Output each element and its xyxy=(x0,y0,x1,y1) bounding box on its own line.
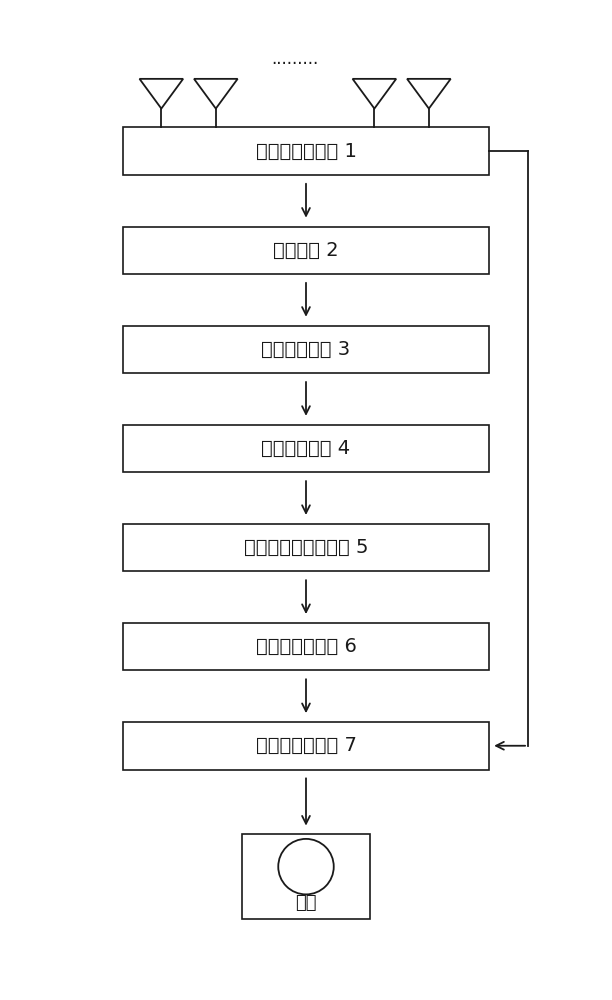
FancyBboxPatch shape xyxy=(122,227,490,274)
Text: .........: ......... xyxy=(272,50,319,68)
Text: 重构扩张矩阵 4: 重构扩张矩阵 4 xyxy=(261,439,351,458)
Text: 输出: 输出 xyxy=(295,894,317,912)
Polygon shape xyxy=(140,79,183,109)
Text: 自适应波束形成 7: 自适应波束形成 7 xyxy=(256,736,356,755)
Polygon shape xyxy=(194,79,237,109)
Text: 数据抽取 2: 数据抽取 2 xyxy=(273,241,339,260)
FancyBboxPatch shape xyxy=(122,326,490,373)
Text: 自适应权値计算 6: 自适应权値计算 6 xyxy=(256,637,356,656)
FancyBboxPatch shape xyxy=(242,834,370,919)
FancyBboxPatch shape xyxy=(122,623,490,670)
Polygon shape xyxy=(407,79,450,109)
FancyBboxPatch shape xyxy=(122,425,490,472)
FancyBboxPatch shape xyxy=(122,524,490,571)
Text: 阵列数字接收机 1: 阵列数字接收机 1 xyxy=(256,142,356,161)
Polygon shape xyxy=(353,79,396,109)
Text: 重构数据协方差矩阵 5: 重构数据协方差矩阵 5 xyxy=(244,538,368,557)
FancyBboxPatch shape xyxy=(122,127,490,175)
FancyBboxPatch shape xyxy=(122,722,490,770)
Text: 波达方向估计 3: 波达方向估计 3 xyxy=(261,340,351,359)
Circle shape xyxy=(278,839,334,894)
